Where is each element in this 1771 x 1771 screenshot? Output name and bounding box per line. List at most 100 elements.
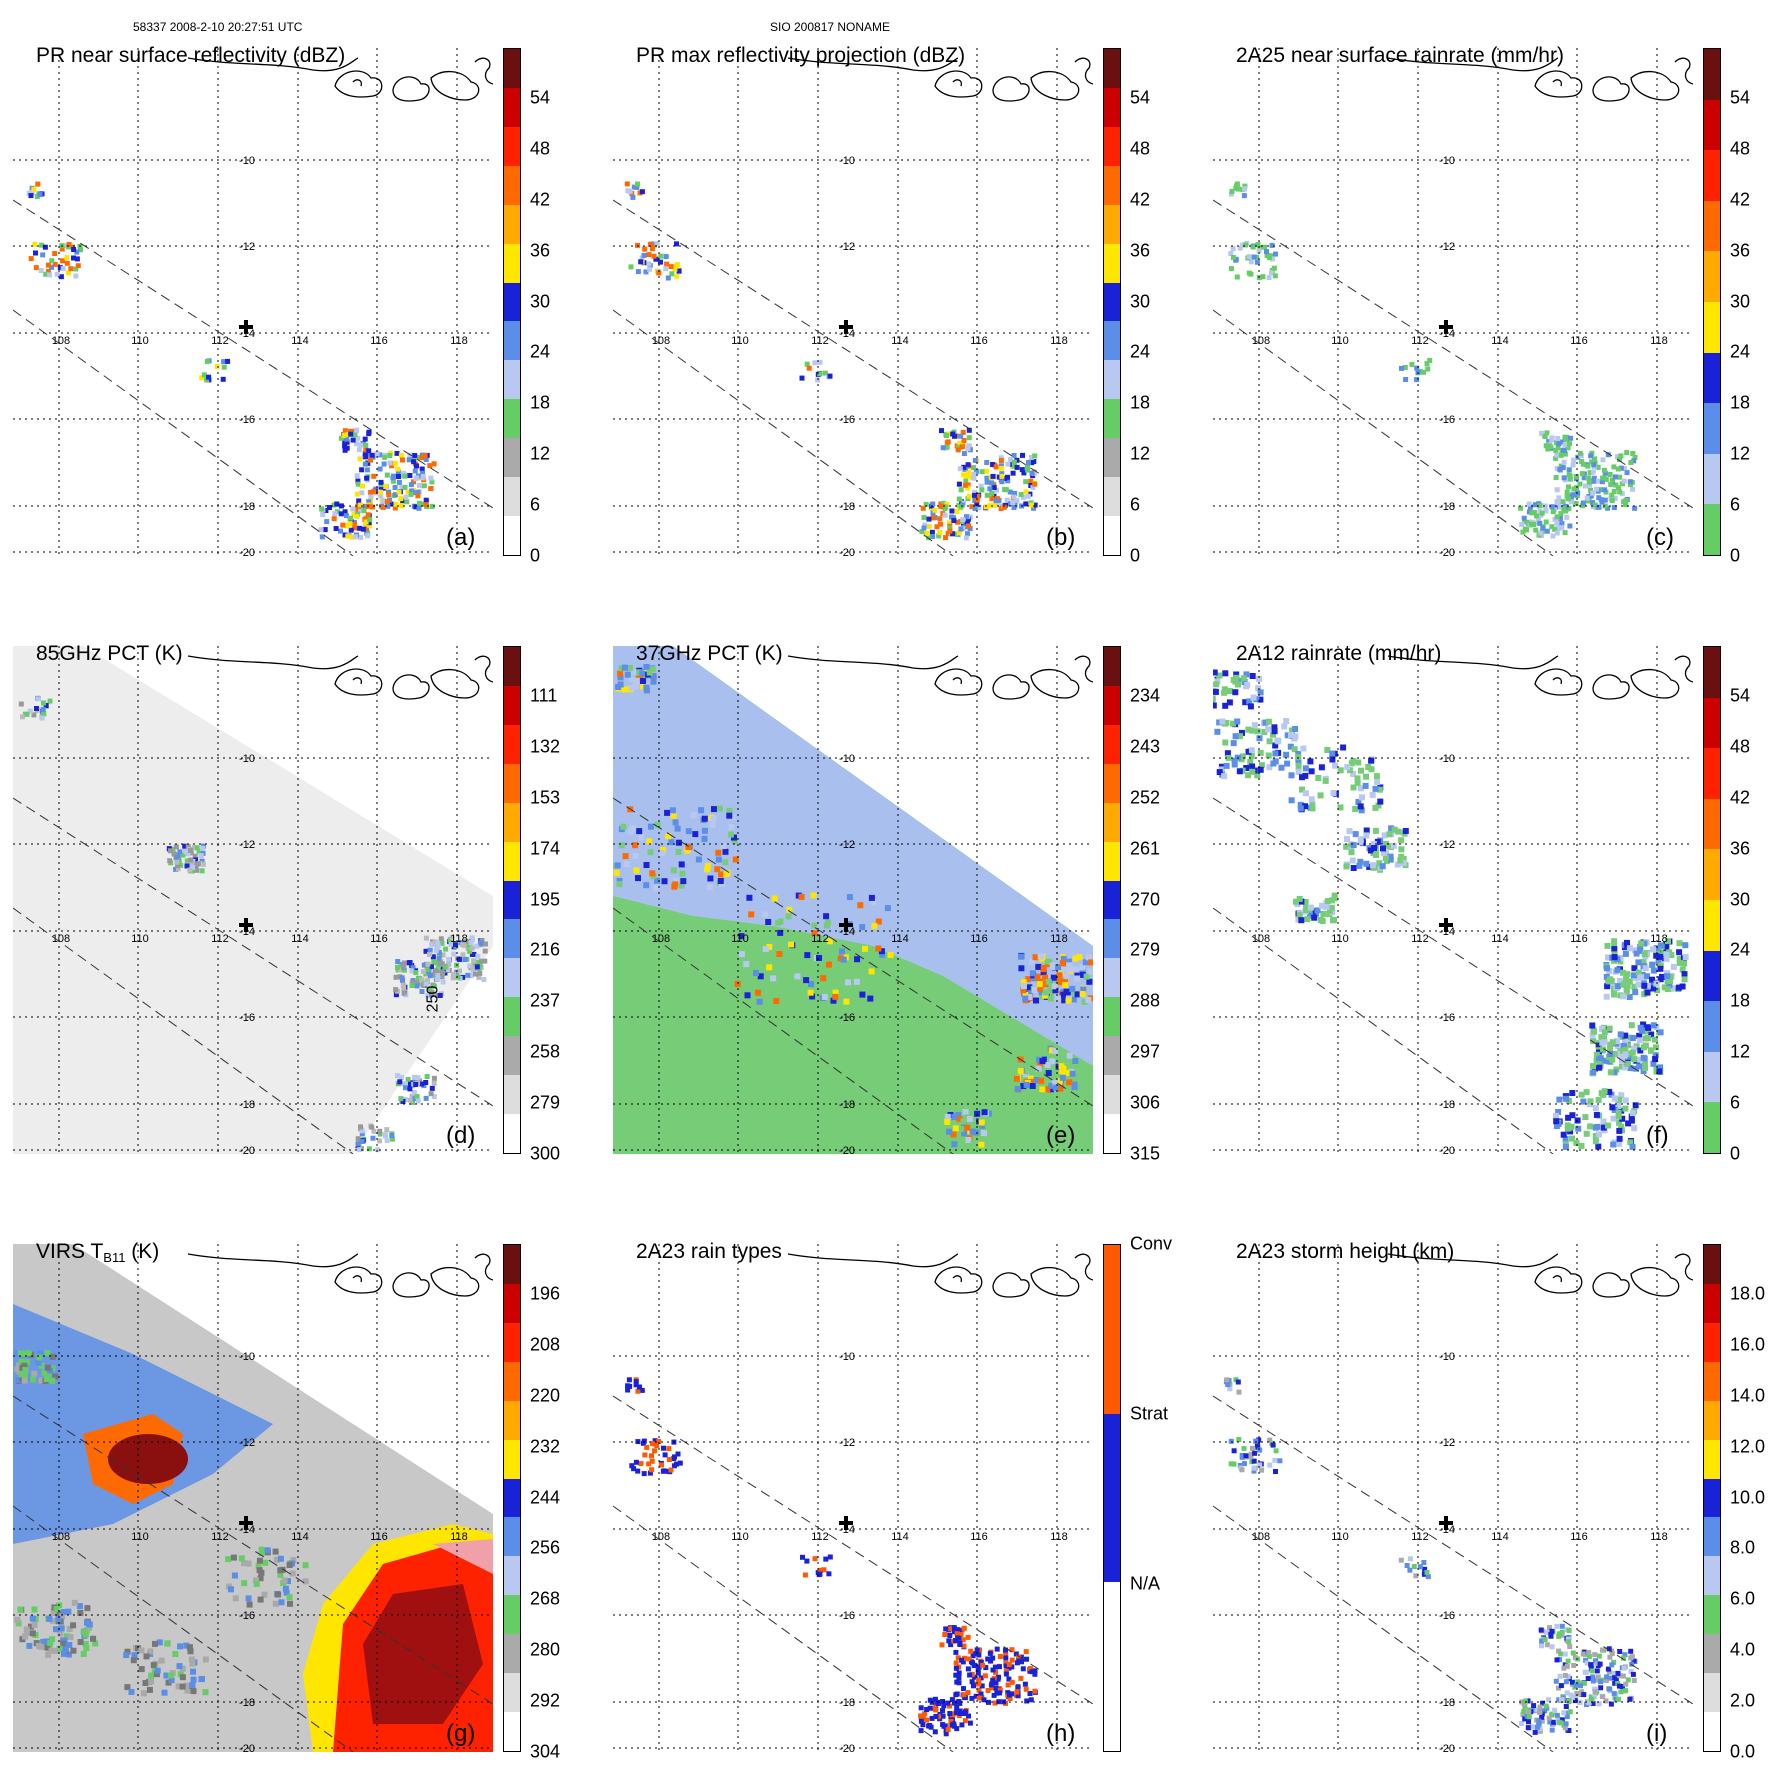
colorbar-segment	[504, 919, 520, 959]
lon-label: 112	[1411, 335, 1429, 347]
colorbar-segment	[1704, 99, 1720, 151]
precip-cells	[625, 1377, 1038, 1737]
panel-title: VIRS TB11 (K)	[36, 1240, 159, 1265]
colorbar-ticks: 54 48 42 36 30 24 18 12 6 0	[1130, 48, 1190, 566]
colorbar-segment	[1104, 1413, 1120, 1583]
panel-title: 85GHz PCT (K)	[36, 642, 183, 665]
lat-label: -12	[839, 839, 855, 851]
coastline	[1387, 57, 1693, 102]
colorbar-tick-label: 24	[1730, 939, 1751, 960]
lon-label: 108	[652, 933, 670, 945]
colorbar-segment	[1104, 1582, 1120, 1751]
colorbar-segment	[1704, 1517, 1720, 1557]
lat-label: -12	[239, 241, 255, 253]
colorbar-segment	[1104, 958, 1120, 998]
coastline	[787, 655, 1093, 700]
lat-label: -10	[839, 155, 855, 167]
lat-label: -16	[839, 1610, 855, 1622]
lat-label: -18	[1439, 501, 1455, 513]
lon-label: 114	[891, 933, 909, 945]
lat-label: -18	[1439, 1099, 1455, 1111]
lat-label: -20	[239, 1743, 255, 1752]
lon-label: 114	[291, 335, 309, 347]
lon-label: 108	[652, 1531, 670, 1543]
lon-label: 108	[1252, 335, 1270, 347]
lon-label: 110	[131, 1531, 149, 1543]
colorbar-tick-label: 195	[530, 889, 561, 910]
colorbar-segment	[1104, 477, 1120, 517]
colorbar-segment	[1704, 1439, 1720, 1479]
colorbar-segment	[504, 477, 520, 517]
colorbar-segment	[504, 321, 520, 361]
lon-label: 108	[52, 1531, 70, 1543]
lon-label: 114	[291, 1531, 309, 1543]
colorbar-tick-label: 12	[1130, 443, 1151, 464]
lat-lon-grid	[613, 646, 1093, 1154]
colorbar-tick-label: Conv	[1130, 1233, 1173, 1254]
colorbar-segment	[504, 87, 520, 127]
panel-letter: (e)	[1046, 1122, 1076, 1149]
colorbar-segment	[1104, 763, 1120, 803]
precip-cells	[14, 1350, 309, 1697]
lat-label: -10	[839, 1351, 855, 1363]
colorbar-tick-label: 261	[1130, 838, 1161, 859]
lon-label: 118	[1050, 1531, 1068, 1543]
colorbar	[1703, 1244, 1721, 1752]
colorbar-tick-label: 36	[1730, 240, 1751, 261]
colorbar-segment	[1704, 798, 1720, 850]
lat-label: -12	[839, 1437, 855, 1449]
pr-swath-edges	[1213, 1395, 1693, 1752]
colorbar-tick-label: 279	[530, 1092, 561, 1113]
colorbar-segment	[1704, 150, 1720, 201]
colorbar-segment	[1104, 204, 1120, 244]
lon-label: 112	[211, 1531, 229, 1543]
colorbar-segment	[1104, 49, 1120, 88]
lon-label: 116	[970, 1531, 988, 1543]
colorbar-tick-label: 24	[1130, 341, 1151, 362]
colorbar-tick-label: 244	[530, 1487, 561, 1508]
storm-center-marker	[1439, 1516, 1453, 1530]
lon-label: 112	[811, 335, 829, 347]
colorbar-segment	[1104, 1245, 1120, 1414]
colorbar-ticks: 18.0 16.0 14.0 12.0 10.0 8.0 6.0 4.0 2.0 0.0	[1730, 1244, 1771, 1762]
colorbar-tick-label: 30	[1730, 889, 1751, 910]
panel-letter: (d)	[446, 1122, 476, 1149]
lon-label: 110	[731, 933, 749, 945]
colorbar-tick-label: 30	[530, 291, 551, 312]
colorbar-tick-label: 30	[1730, 291, 1751, 312]
lat-label: -20	[839, 547, 855, 556]
lat-label: -20	[1439, 1743, 1455, 1752]
lat-lon-grid	[13, 646, 493, 1154]
lat-label: -10	[1439, 155, 1455, 167]
lon-label: 118	[450, 335, 468, 347]
panel-c: -10-12-14-16-18-201081101121141161182A25…	[1200, 42, 1750, 566]
colorbar-segment	[1104, 1036, 1120, 1076]
colorbar-segment	[1104, 1075, 1120, 1115]
lat-label: -16	[239, 1610, 255, 1622]
colorbar-segment	[1704, 200, 1720, 252]
lat-label: -12	[239, 1437, 255, 1449]
colorbar-tick-label: 6	[1130, 494, 1141, 515]
colorbar-tick-label: 2.0	[1730, 1690, 1756, 1711]
colorbar-tick-label: N/A	[1130, 1573, 1161, 1594]
colorbar-tick-label: 48	[530, 138, 551, 159]
colorbar-segment	[1104, 841, 1120, 881]
colorbar-segment	[1704, 1102, 1720, 1153]
colorbar-segment	[1704, 849, 1720, 900]
colorbar-segment	[1704, 1556, 1720, 1596]
lon-label: 118	[1050, 933, 1068, 945]
colorbar-segment	[1704, 647, 1720, 698]
colorbar-tick-label: 12	[1730, 443, 1751, 464]
colorbar-tick-label: 0	[1730, 545, 1741, 566]
lat-lon-grid	[1213, 1244, 1693, 1752]
pr-swath-edges	[13, 797, 493, 1154]
colorbar-segment	[504, 1478, 520, 1518]
colorbar-segment	[504, 841, 520, 881]
lon-label: 118	[1050, 335, 1068, 347]
colorbar-tick-label: 18	[1730, 990, 1751, 1011]
colorbar-tick-label: 24	[1730, 341, 1751, 362]
lat-label: -16	[1439, 1012, 1455, 1024]
colorbar-segment	[1104, 647, 1120, 686]
